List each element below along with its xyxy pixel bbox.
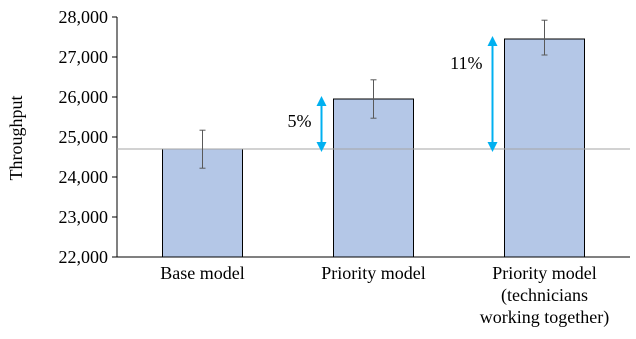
y-tick-label: 27,000	[59, 47, 109, 67]
y-axis-title: Throughput	[6, 96, 26, 181]
y-tick-label: 24,000	[59, 167, 109, 187]
y-tick-label: 23,000	[59, 207, 109, 227]
bar	[333, 98, 414, 258]
x-category-label: working together)	[480, 307, 609, 328]
y-tick-label: 22,000	[59, 247, 109, 267]
x-category-label: Base model	[160, 263, 244, 283]
increase-label: 11%	[450, 53, 482, 73]
y-tick-label: 28,000	[59, 7, 109, 27]
x-category-label: Priority model	[492, 263, 597, 283]
y-tick-label: 26,000	[59, 87, 109, 107]
plot-area: 22,000 23,000 24,000 25,000 26,000 27,000 28,0…	[59, 7, 630, 328]
bar	[504, 38, 585, 258]
x-category-label: Priority model	[321, 263, 426, 283]
y-tick-label: 25,000	[59, 127, 109, 147]
increase-label: 5%	[288, 111, 312, 131]
x-category-label: (technicians	[501, 285, 588, 306]
